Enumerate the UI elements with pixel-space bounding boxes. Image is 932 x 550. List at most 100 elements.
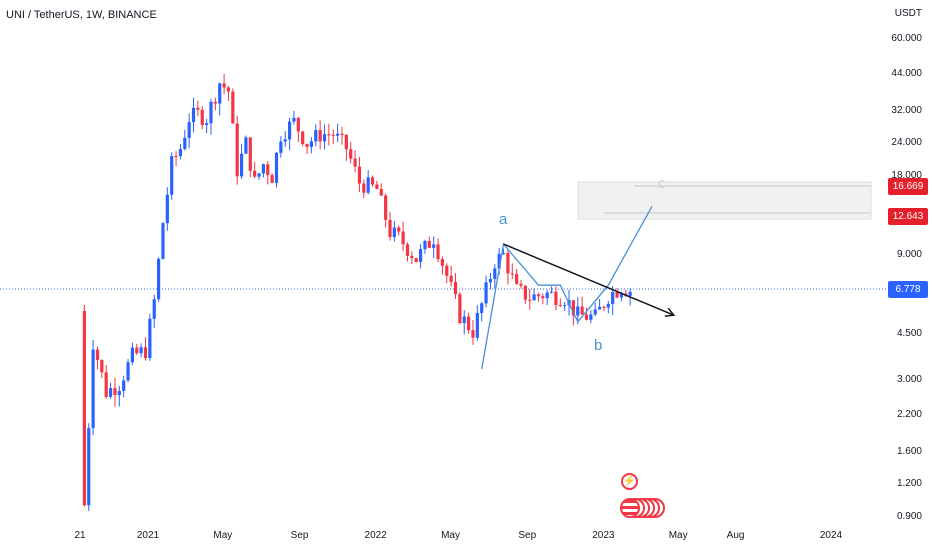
candle-up xyxy=(475,312,479,338)
candle-down xyxy=(528,299,532,301)
candle-up xyxy=(322,134,327,142)
candle-up xyxy=(392,227,396,238)
candle-down xyxy=(554,291,558,306)
candle-up xyxy=(126,362,130,381)
candle-down xyxy=(436,244,440,260)
candle-down xyxy=(353,158,357,167)
candle-down xyxy=(340,133,344,135)
candle-up xyxy=(593,309,597,315)
lightning-icon[interactable]: ⚡ xyxy=(621,473,638,490)
candle-down xyxy=(318,130,322,142)
wave-path[interactable] xyxy=(481,205,653,370)
candle-up xyxy=(257,173,261,177)
trendline[interactable] xyxy=(503,243,675,316)
time-tick-label: Sep xyxy=(518,530,537,541)
candle-down xyxy=(445,265,449,276)
candle-down xyxy=(410,255,414,259)
candle-series xyxy=(82,73,632,512)
candle-up xyxy=(493,268,497,279)
time-tick-label: 2023 xyxy=(592,530,615,541)
candle-up xyxy=(423,241,427,250)
candle-up xyxy=(165,194,169,224)
candle-down xyxy=(266,164,270,176)
candle-up xyxy=(309,141,314,147)
candle-down xyxy=(113,388,117,396)
candle-down xyxy=(331,134,335,136)
candle-up xyxy=(545,292,549,299)
candle-up xyxy=(239,153,244,177)
candle-up xyxy=(152,299,156,319)
flag-badge-icon[interactable] xyxy=(620,498,668,520)
candle-down xyxy=(414,258,418,262)
candle-up xyxy=(283,139,287,142)
price-tick-label: 2.200 xyxy=(896,409,922,421)
candle-up xyxy=(462,316,466,323)
candle-down xyxy=(104,372,108,397)
time-tick-label: 21 xyxy=(74,530,86,541)
wave-label-a: a xyxy=(499,211,508,228)
flag-badge-circle xyxy=(620,498,640,518)
candle-up xyxy=(122,380,126,391)
candle-down xyxy=(405,244,410,256)
candle-down xyxy=(401,231,405,245)
candle-down xyxy=(379,188,383,196)
candle-up xyxy=(161,223,165,259)
candle-down xyxy=(95,349,100,361)
candle-up xyxy=(139,347,143,354)
candle-up xyxy=(183,137,187,150)
price-tick-label: 4.500 xyxy=(896,327,922,339)
candle-up xyxy=(244,137,248,154)
candle-up xyxy=(279,141,283,153)
candle-down xyxy=(370,177,375,185)
candle-down xyxy=(453,282,458,295)
candle-up xyxy=(488,278,493,283)
candle-down xyxy=(515,273,519,284)
candle-up xyxy=(205,123,209,126)
candle-up xyxy=(191,107,196,123)
candle-up xyxy=(187,122,191,138)
candle-down xyxy=(235,123,239,177)
candle-down xyxy=(397,227,401,232)
candle-up xyxy=(170,156,174,195)
candle-up xyxy=(209,101,213,124)
candle-down xyxy=(375,184,379,189)
candle-down xyxy=(196,107,200,110)
candle-up xyxy=(619,293,624,298)
candle-up xyxy=(87,428,91,506)
candle-up xyxy=(336,133,340,136)
candle-up xyxy=(418,249,423,262)
price-tick-label: 0.900 xyxy=(896,511,922,522)
candle-down xyxy=(362,183,366,193)
candle-down xyxy=(296,117,300,132)
candle-down xyxy=(541,296,545,299)
candle-down xyxy=(174,156,178,158)
price-tick-label: 44.000 xyxy=(891,68,922,80)
time-tick-label: 2022 xyxy=(364,530,387,541)
candle-up xyxy=(130,347,135,363)
candle-up xyxy=(501,252,506,254)
time-tick-label: 2021 xyxy=(136,530,160,541)
candle-down xyxy=(231,91,235,124)
current-price-label: 6.778 xyxy=(888,281,928,298)
candle-up xyxy=(532,294,536,301)
time-tick-label: Aug xyxy=(726,530,745,541)
candle-down xyxy=(558,305,562,307)
candle-up xyxy=(148,318,152,359)
candle-up xyxy=(366,177,370,193)
candle-up xyxy=(108,388,113,397)
candle-down xyxy=(571,300,575,316)
candle-down xyxy=(440,259,445,266)
candle-down xyxy=(301,131,305,144)
candle-up xyxy=(484,282,488,304)
price-tick-label: 1.600 xyxy=(896,445,922,457)
time-tick-label: Sep xyxy=(290,530,309,541)
candle-up xyxy=(576,306,580,316)
candle-down xyxy=(349,149,353,159)
price-tick-label: 24.000 xyxy=(891,137,922,149)
candle-down xyxy=(427,241,431,248)
candle-down xyxy=(602,306,606,308)
candle-up xyxy=(589,314,593,320)
candle-down xyxy=(222,83,226,88)
